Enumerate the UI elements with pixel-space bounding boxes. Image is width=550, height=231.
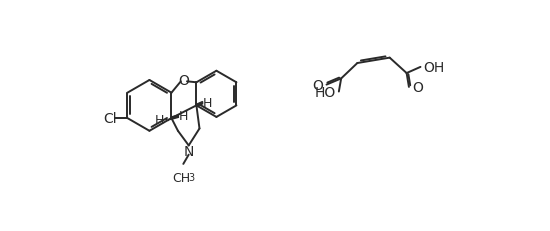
Text: H: H bbox=[179, 110, 189, 123]
Text: H: H bbox=[202, 96, 212, 109]
Text: N: N bbox=[184, 144, 194, 158]
Polygon shape bbox=[196, 102, 202, 107]
Polygon shape bbox=[172, 116, 178, 120]
Text: OH: OH bbox=[423, 61, 444, 75]
Text: O: O bbox=[312, 78, 323, 92]
Text: H: H bbox=[155, 114, 164, 127]
Text: O: O bbox=[179, 73, 189, 87]
Text: O: O bbox=[412, 81, 423, 94]
Text: HO: HO bbox=[315, 85, 336, 99]
Text: Cl: Cl bbox=[103, 112, 117, 125]
Text: 3: 3 bbox=[188, 172, 194, 182]
Text: CH: CH bbox=[173, 171, 191, 184]
